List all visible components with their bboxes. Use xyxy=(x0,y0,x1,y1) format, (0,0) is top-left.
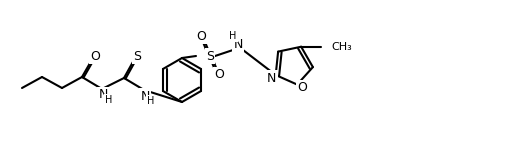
Text: O: O xyxy=(214,68,224,82)
Text: O: O xyxy=(297,81,307,94)
Text: N: N xyxy=(234,37,242,50)
Text: N: N xyxy=(267,72,276,85)
Text: N: N xyxy=(140,90,150,103)
Text: O: O xyxy=(90,50,100,63)
Text: O: O xyxy=(196,29,206,42)
Text: CH₃: CH₃ xyxy=(331,42,352,52)
Text: S: S xyxy=(206,49,214,62)
Text: H: H xyxy=(229,31,237,41)
Text: H: H xyxy=(105,95,113,105)
Text: H: H xyxy=(147,96,155,106)
Text: N: N xyxy=(98,89,108,102)
Text: S: S xyxy=(133,49,141,62)
